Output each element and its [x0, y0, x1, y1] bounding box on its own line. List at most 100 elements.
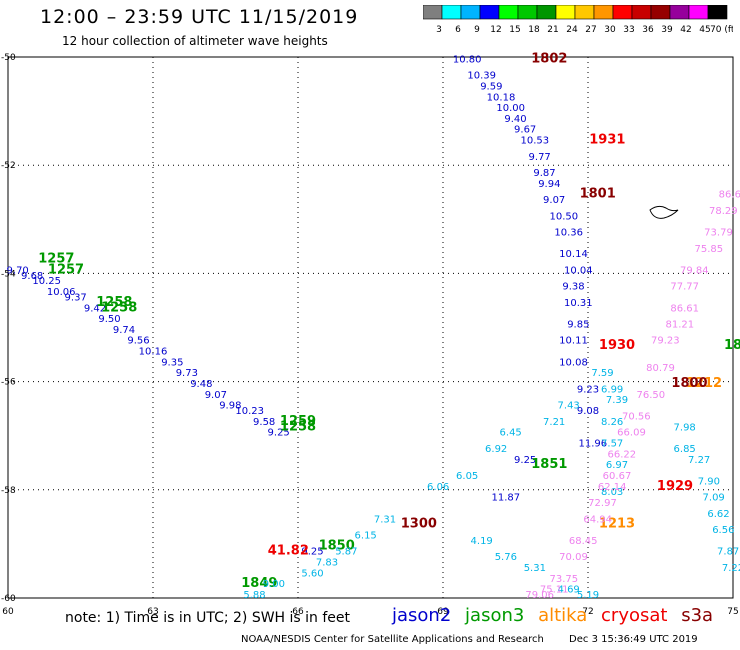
y-tick-label: -52	[1, 161, 16, 171]
data-point-label-swh_cyan: 6.99	[601, 384, 623, 395]
data-point-label-jason2: 10.06	[47, 287, 76, 298]
satellite-legend: jason2 jason3 altika cryosat s3a	[392, 605, 721, 626]
data-point-label-swh_pink: 72.97	[588, 498, 617, 509]
data-point-label-swh_cyan: 6.06	[427, 482, 449, 493]
y-tick-label: -58	[1, 486, 16, 496]
x-tick-label: 75	[727, 607, 738, 617]
data-point-label-jason2: 9.07	[205, 390, 227, 401]
data-point-label-jason2: 9.50	[98, 314, 120, 325]
data-point-label-swh_cyan: 7.98	[674, 422, 696, 433]
data-point-label-jason2: 9.58	[253, 417, 275, 428]
data-point-label-jason2: 9.59	[480, 81, 502, 92]
colorbar-tick-label: 39	[661, 25, 673, 35]
data-point-label-jason2: 10.53	[521, 136, 550, 147]
data-point-label-jason2: 9.68	[21, 271, 43, 282]
data-point-label-swh_pink: 81.21	[666, 320, 695, 331]
colorbar-tick-label: 24	[566, 25, 578, 35]
data-point-label-swh_pink: 86.61	[670, 303, 699, 314]
data-point-label-jason2: 9.25	[268, 428, 290, 439]
x-tick-label: 66	[292, 607, 304, 617]
footer-timestamp: Dec 3 15:36:49 UTC 2019	[569, 634, 698, 645]
data-point-label-jason2: 10.00	[496, 103, 525, 114]
data-point-label-swh_cyan: 7.87	[717, 547, 739, 558]
data-point-label-swh_cyan: 6.05	[456, 471, 478, 482]
colorbar-tick-label: 9	[474, 25, 480, 35]
data-point-label-jason2: 10.08	[559, 357, 588, 368]
data-point-label-swh_pink: 77.77	[670, 282, 699, 293]
data-point-label-jason3: 1851	[531, 457, 567, 472]
data-point-label-jason2: 10.16	[139, 347, 168, 358]
data-point-label-jason3: 1259	[280, 414, 316, 429]
data-point-label-swh_cyan: 6.45	[500, 428, 522, 439]
colorbar-tick-label: 42	[680, 25, 691, 35]
data-point-label-jason2: 10.36	[554, 228, 583, 239]
x-tick-label: 63	[147, 607, 158, 617]
data-point-label-altika: 1212	[686, 376, 722, 391]
data-point-label-swh_cyan: 7.22	[722, 563, 740, 574]
data-point-label-jason2: 10.50	[550, 211, 579, 222]
data-point-label-swh_cyan: 4.19	[471, 536, 493, 547]
data-point-label-jason2: 9.38	[562, 282, 584, 293]
data-point-label-swh_cyan: 5.76	[495, 552, 517, 563]
colorbar-tick-label: 3	[436, 25, 442, 35]
data-point-label-swh_cyan: 6.85	[674, 444, 696, 455]
chart-subtitle: 12 hour collection of altimeter wave hei…	[62, 34, 328, 48]
data-point-label-swh_pink: 79.23	[651, 336, 680, 347]
data-point-label-swh_cyan: 7.21	[543, 417, 565, 428]
data-point-label-swh_cyan: 7.90	[698, 476, 720, 487]
data-point-label-swh_cyan: 5.88	[243, 590, 265, 601]
data-point-label-jason2: 10.18	[487, 92, 516, 103]
data-point-label-s3a: 1800	[671, 376, 707, 391]
data-point-label-swh_cyan: 7.09	[703, 493, 725, 504]
y-tick-label: -50	[1, 53, 16, 63]
data-point-label-jason2: 9.40	[504, 114, 526, 125]
y-tick-label: -60	[1, 594, 16, 604]
data-point-label-s3a: 1300	[401, 517, 437, 532]
data-point-label-jason2: 9.67	[514, 125, 536, 136]
data-point-label-jason2: 9.70	[7, 265, 29, 276]
data-point-label-cryosat: 1931	[589, 133, 625, 148]
colorbar-tick-label: 6	[455, 25, 461, 35]
data-point-label-jason2: 10.14	[559, 249, 588, 260]
data-point-label-swh_cyan: 4.69	[558, 585, 580, 596]
colorbar-tick-label: 21	[547, 25, 558, 35]
colorbar-swatch	[707, 5, 728, 20]
data-point-label-jason2: 9.42	[84, 303, 106, 314]
data-point-label-jason2: 10.31	[564, 298, 593, 309]
data-point-label-jason2: 9.74	[113, 325, 135, 336]
data-point-label-swh_pink: 75.85	[695, 244, 724, 255]
data-point-label-jason3: 1257	[38, 252, 74, 267]
chart-title: 12:00 – 23:59 UTC 11/15/2019	[40, 6, 359, 28]
units-note: note: 1) Time is in UTC; 2) SWH is in fe…	[65, 610, 351, 626]
legend-jason3: jason3	[465, 605, 525, 626]
data-point-label-jason2: 9.56	[127, 336, 149, 347]
data-point-label-jason2: 10.04	[564, 265, 593, 276]
data-point-label-swh_pink: 79.06	[525, 590, 554, 601]
footer-org: NOAA/NESDIS Center for Satellite Applica…	[241, 634, 544, 645]
colorbar-tick-label: 33	[623, 25, 634, 35]
colorbar-tick-label: 70 (ft)	[710, 25, 733, 35]
data-point-label-swh_cyan: 7.31	[374, 514, 396, 525]
colorbar-tick-label: 15	[509, 25, 520, 35]
data-point-label-swh_pink: 66.09	[617, 428, 646, 439]
data-point-label-swh_cyan: 7.43	[558, 401, 580, 412]
data-point-label-swh_pink: 75.11	[540, 585, 569, 596]
legend-jason2: jason2	[392, 605, 452, 626]
legend-s3a: s3a	[681, 605, 714, 626]
data-point-label-swh_pink: 80.79	[646, 363, 675, 374]
data-point-label-jason3: 1258	[96, 295, 132, 310]
data-point-label-jason2: 9.77	[529, 152, 551, 163]
colorbar-tick-label: 18	[528, 25, 540, 35]
data-point-label-swh_pink: 73.79	[704, 228, 733, 239]
data-point-label-swh_cyan: 6.92	[485, 444, 507, 455]
y-tick-label: -54	[1, 269, 16, 279]
data-point-label-swh_cyan: 7.57	[601, 439, 623, 450]
data-point-label-jason2: 9.25	[514, 455, 536, 466]
data-point-label-jason3: 18	[724, 338, 740, 353]
data-point-label-swh_pink: 66.22	[608, 449, 637, 460]
island-coastline	[649, 205, 679, 219]
data-point-label-altika: 1213	[599, 517, 635, 532]
data-point-label-swh_cyan: 7.39	[606, 395, 628, 406]
